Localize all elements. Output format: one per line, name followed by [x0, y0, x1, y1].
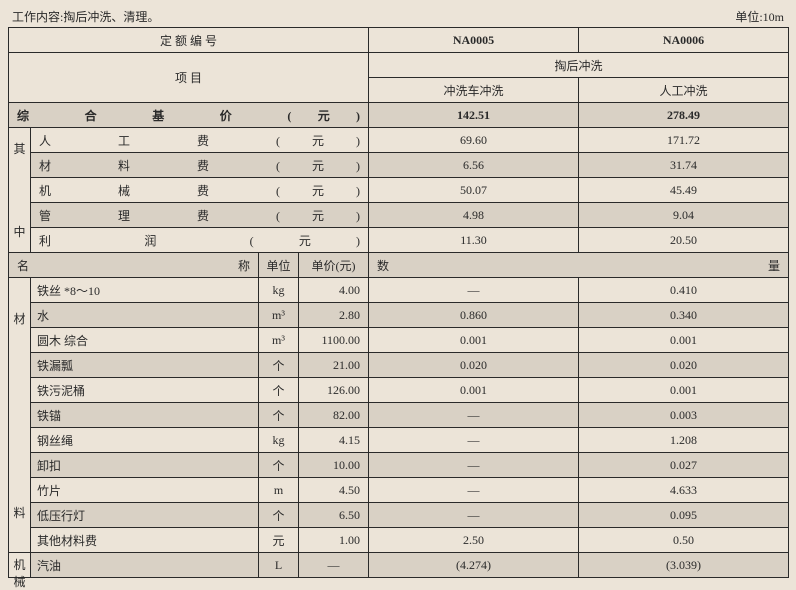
table-row-v2: 0.095 [579, 503, 789, 528]
cost-row-v2: 45.49 [579, 178, 789, 203]
header-line: 工作内容:掏后冲洗、清理。 单位:10m [8, 8, 788, 27]
table-row-unit: 个 [259, 378, 299, 403]
table-row-v2: 0.410 [579, 278, 789, 303]
cost-row-label: 人 工 费 (元) [31, 128, 369, 153]
table-row-name: 铁锚 [31, 403, 259, 428]
table-row-price: — [299, 553, 369, 578]
table-row-name: 卸扣 [31, 453, 259, 478]
table-row-name: 铁漏瓢 [31, 353, 259, 378]
table-row-v1: — [369, 478, 579, 503]
table-row-name: 钢丝绳 [31, 428, 259, 453]
cost-row-label: 利 润 (元) [31, 228, 369, 253]
table-row-price: 4.00 [299, 278, 369, 303]
base-price-label: 综 合 基 价 (元) [9, 103, 369, 128]
table-row-v1: 0.020 [369, 353, 579, 378]
quota-table: 定 额 编 号 NA0005 NA0006 项 目 掏后冲洗 冲洗车冲洗 人工冲… [8, 27, 789, 578]
table-row-v2: 0.020 [579, 353, 789, 378]
table-row-unit: 个 [259, 403, 299, 428]
code-2: NA0006 [579, 28, 789, 53]
table-row-unit: kg [259, 428, 299, 453]
table-row-v2: 1.208 [579, 428, 789, 453]
table-row-v2: 0.001 [579, 328, 789, 353]
work-content-value: 掏后冲洗、清理。 [63, 10, 159, 24]
table-row-v1: (4.274) [369, 553, 579, 578]
work-content-label: 工作内容: [12, 10, 63, 24]
table-row-price: 1.00 [299, 528, 369, 553]
cost-row-label: 机 械 费 (元) [31, 178, 369, 203]
cost-row-v1: 69.60 [369, 128, 579, 153]
table-row-name: 铁丝 *8～10 [31, 278, 259, 303]
table-row-price: 21.00 [299, 353, 369, 378]
unit-label: 单位:10m [735, 8, 784, 25]
table-row-v1: — [369, 503, 579, 528]
table-row-v1: — [369, 278, 579, 303]
table-row-v1: — [369, 403, 579, 428]
table-row-price: 1100.00 [299, 328, 369, 353]
cost-row-v2: 171.72 [579, 128, 789, 153]
code-label: 定 额 编 号 [9, 28, 369, 53]
table-row-name: 低压行灯 [31, 503, 259, 528]
table-row-v1: 0.860 [369, 303, 579, 328]
table-row-v2: (3.039) [579, 553, 789, 578]
side-qizhong: 其中 [9, 128, 31, 253]
table-row-price: 126.00 [299, 378, 369, 403]
table-row-v2: 0.001 [579, 378, 789, 403]
table-row-v1: — [369, 453, 579, 478]
work-content: 工作内容:掏后冲洗、清理。 [12, 8, 159, 25]
table-row-price: 6.50 [299, 503, 369, 528]
cost-row-v1: 50.07 [369, 178, 579, 203]
side-mech: 机械 [9, 553, 31, 578]
table-row-unit: 个 [259, 453, 299, 478]
table-row-unit: 元 [259, 528, 299, 553]
table-row-unit: m [259, 478, 299, 503]
table-row-price: 4.50 [299, 478, 369, 503]
table-row-v1: — [369, 428, 579, 453]
cost-row-label: 材 料 费 (元) [31, 153, 369, 178]
table-row-v2: 0.003 [579, 403, 789, 428]
side-material: 材料 [9, 278, 31, 553]
cost-row-label: 管 理 费 (元) [31, 203, 369, 228]
table-row-price: 82.00 [299, 403, 369, 428]
table-row-unit: 个 [259, 503, 299, 528]
table-row-v1: 0.001 [369, 328, 579, 353]
table-row-name: 铁污泥桶 [31, 378, 259, 403]
table-row-v2: 0.340 [579, 303, 789, 328]
table-row-name: 其他材料费 [31, 528, 259, 553]
item-label: 项 目 [9, 53, 369, 103]
table-row-name: 圆木 综合 [31, 328, 259, 353]
cost-row-v2: 9.04 [579, 203, 789, 228]
mat-name-header: 名 称 [9, 253, 259, 278]
table-row-unit: kg [259, 278, 299, 303]
mat-price-header: 单价(元) [299, 253, 369, 278]
item-col1: 冲洗车冲洗 [369, 78, 579, 103]
table-row-v2: 0.50 [579, 528, 789, 553]
table-row-unit: m³ [259, 328, 299, 353]
cost-row-v1: 11.30 [369, 228, 579, 253]
table-row-v1: 2.50 [369, 528, 579, 553]
code-1: NA0005 [369, 28, 579, 53]
item-col2: 人工冲洗 [579, 78, 789, 103]
table-row-unit: m³ [259, 303, 299, 328]
cost-row-v2: 31.74 [579, 153, 789, 178]
table-row-v2: 0.027 [579, 453, 789, 478]
table-row-price: 2.80 [299, 303, 369, 328]
mat-unit-header: 单位 [259, 253, 299, 278]
table-row-unit: 个 [259, 353, 299, 378]
table-row-price: 4.15 [299, 428, 369, 453]
cost-row-v1: 6.56 [369, 153, 579, 178]
table-row-v1: 0.001 [369, 378, 579, 403]
item-group: 掏后冲洗 [369, 53, 789, 78]
table-row-price: 10.00 [299, 453, 369, 478]
base-price-v1: 142.51 [369, 103, 579, 128]
table-row-name: 汽油 [31, 553, 259, 578]
mat-qty-header: 数 量 [369, 253, 789, 278]
table-row-unit: L [259, 553, 299, 578]
table-row-name: 水 [31, 303, 259, 328]
cost-row-v1: 4.98 [369, 203, 579, 228]
base-price-v2: 278.49 [579, 103, 789, 128]
table-row-name: 竹片 [31, 478, 259, 503]
cost-row-v2: 20.50 [579, 228, 789, 253]
table-row-v2: 4.633 [579, 478, 789, 503]
